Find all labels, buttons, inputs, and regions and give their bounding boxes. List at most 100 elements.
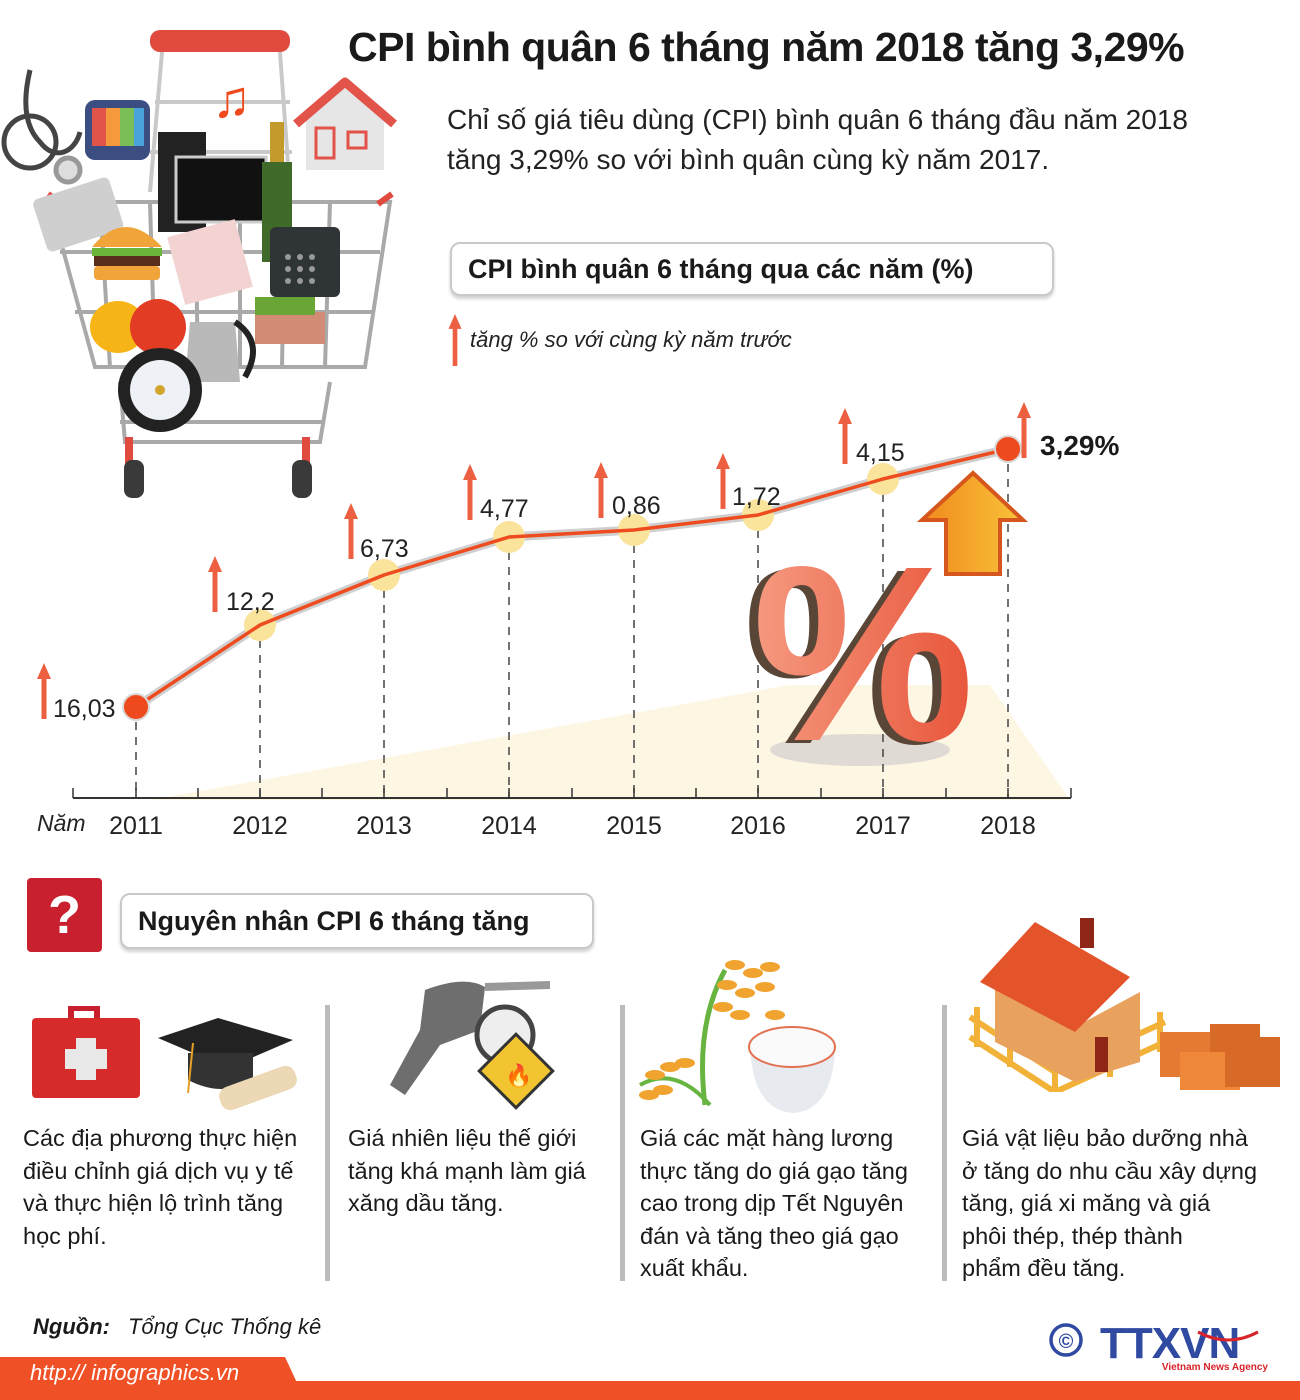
cpi-line [135,447,1009,709]
burger-icon [92,227,162,280]
logo-text: TTXVN [1100,1319,1239,1368]
shirt-icon [167,219,253,305]
telephone-icon [270,227,340,297]
reason-1-line-3: và thực hiện lộ trình tăng [23,1190,284,1216]
computer-icon [158,132,268,232]
value-label-2014: 4,77 [480,495,529,523]
stethoscope-icon [1,69,83,185]
value-label-2017: 4,15 [856,439,905,467]
reason-4-line-2: ở tăng do nhu cầu xây dựng [962,1157,1258,1184]
big-up-arrow-icon [916,470,1029,576]
column-divider [325,1005,330,1281]
reason-4-line-5: phẩm đều tăng. [962,1255,1126,1281]
x-tick-2015: 2015 [606,812,662,840]
cpi-line-chart: % % 16,03 12,2 6,73 4,77 0,86 1,72 4,15 … [37,402,1119,840]
rice-bowl-icon [639,960,836,1113]
logo-subtitle: Vietnam News Agency [1162,1362,1269,1373]
ttxvn-logo: © TTXVN Vietnam News Agency [1049,1319,1269,1373]
svg-text:%: % [743,517,965,796]
rice-grains-icon [639,960,785,1100]
x-tick-2017: 2017 [855,812,911,840]
source-label: Nguồn: [33,1314,110,1339]
question-mark-glyph: ? [48,885,81,945]
medical-kit-graduation-cap-icon [32,1006,297,1111]
intro-text: Chỉ số giá tiêu dùng (CPI) bình quân 6 t… [447,100,1267,180]
up-arrow-icon [448,314,462,366]
reason-2-line-2: tăng khá mạnh làm giá [348,1157,586,1184]
value-label-2011: 16,03 [53,695,116,723]
reason-item-1: Các địa phương thực hiện điều chỉnh giá … [23,1122,323,1252]
cart-handle-icon [150,30,290,52]
reason-4-line-4: phôi thép, thép thành [962,1222,1183,1249]
source-value: Tổng Cục Thống kê [127,1314,322,1339]
x-axis-label: Năm [37,810,86,836]
pepper-icon [90,301,146,353]
end-point[interactable] [994,435,1022,463]
chimney-icon [1080,918,1094,948]
x-tick-2016: 2016 [730,812,786,840]
reason-4-line-3: tăng, giá xi măng và giá [962,1190,1211,1216]
value-label-2016: 1,72 [732,483,781,511]
x-tick-2014: 2014 [481,812,537,840]
reasons-heading: Nguyên nhân CPI 6 tháng tăng [120,893,594,949]
reason-3-line-2: thực tăng do giá gạo tăng [640,1157,908,1184]
svg-text:%: % [752,514,974,793]
copyright-glyph: © [1059,1331,1074,1353]
diploma-icon [219,1065,297,1111]
kettle-icon [185,319,256,382]
column-divider [620,1005,625,1281]
house-bricks-icon [968,918,1280,1092]
start-point[interactable] [122,693,150,721]
reason-2-line-3: xăng dầu tăng. [348,1190,504,1216]
percent-decoration-icon: % % [743,514,974,796]
x-tick-2012: 2012 [232,812,288,840]
value-label-2012: 12,2 [226,588,275,616]
footer-bar [0,1381,1300,1400]
source-line: Nguồn: Tổng Cục Thống kê [33,1314,321,1340]
value-label-2013: 6,73 [360,535,409,563]
reason-3-line-4: đán và tăng theo giá gạo [640,1222,899,1249]
graduation-cap-icon [158,1018,297,1111]
chart-legend: tăng % so với cùng kỳ năm trước [448,312,792,368]
copyright-icon [1049,1323,1083,1357]
flammable-sign-icon [477,1032,555,1110]
x-axis-tick-labels: 2011 2012 2013 2014 2015 2016 2017 2018 [109,812,1036,840]
bricks-icon [1160,1024,1280,1090]
svg-text:🔥: 🔥 [505,1063,532,1088]
fuel-nozzle-icon: 🔥 [390,981,555,1110]
column-divider [942,1005,947,1281]
reason-4-line-1: Giá vật liệu bảo dưỡng nhà [962,1125,1248,1151]
tomato-icon [130,299,186,355]
value-label-2015: 0,86 [612,492,661,520]
reason-3-line-5: xuất khẩu. [640,1255,749,1281]
reason-item-4: Giá vật liệu bảo dưỡng nhà ở tăng do nhu… [962,1122,1292,1285]
music-note-icon: ♫ [212,71,251,129]
x-tick-2011: 2011 [109,812,163,840]
value-labels: 16,03 12,2 6,73 4,77 0,86 1,72 4,15 [53,439,905,723]
pills-icon [33,177,124,252]
reason-1-line-4: học phí. [23,1222,107,1249]
medical-kit-icon [32,1006,140,1098]
highlight-value: 3,29% [1040,430,1119,461]
website-link[interactable]: http:// infographics.vn [30,1360,240,1385]
drop-lines [135,449,1009,797]
house-roof-icon [980,922,1130,1032]
reason-item-3: Giá các mặt hàng lương thực tăng do giá … [640,1122,940,1285]
increase-arrows [37,402,1031,719]
house-icon [293,77,397,170]
reason-3-line-3: cao trong dịp Tết Nguyên [640,1190,904,1216]
page-title: CPI bình quân 6 tháng năm 2018 tăng 3,29… [348,24,1185,70]
question-mark-icon: ? [27,878,102,952]
books-icon [255,312,325,344]
reason-item-2: Giá nhiên liệu thế giới tăng khá mạnh là… [348,1122,618,1220]
reason-3-line-1: Giá các mặt hàng lương [640,1125,894,1151]
shopping-cart-illustration: ♫ [1,30,397,498]
tv-icon [85,100,150,160]
chart-title: CPI bình quân 6 tháng qua các năm (%) [450,242,1054,296]
legend-label: tăng % so với cùng kỳ năm trước [470,327,792,352]
reason-2-line-1: Giá nhiên liệu thế giới [348,1125,577,1151]
intro-line-1: Chỉ số giá tiêu dùng (CPI) bình quân 6 t… [447,104,1188,135]
reason-1-line-2: điều chỉnh giá dịch vụ y tế [23,1157,294,1184]
intro-line-2: tăng 3,29% so với bình quân cùng kỳ năm … [447,144,1050,175]
reason-1-line-1: Các địa phương thực hiện [23,1125,298,1151]
